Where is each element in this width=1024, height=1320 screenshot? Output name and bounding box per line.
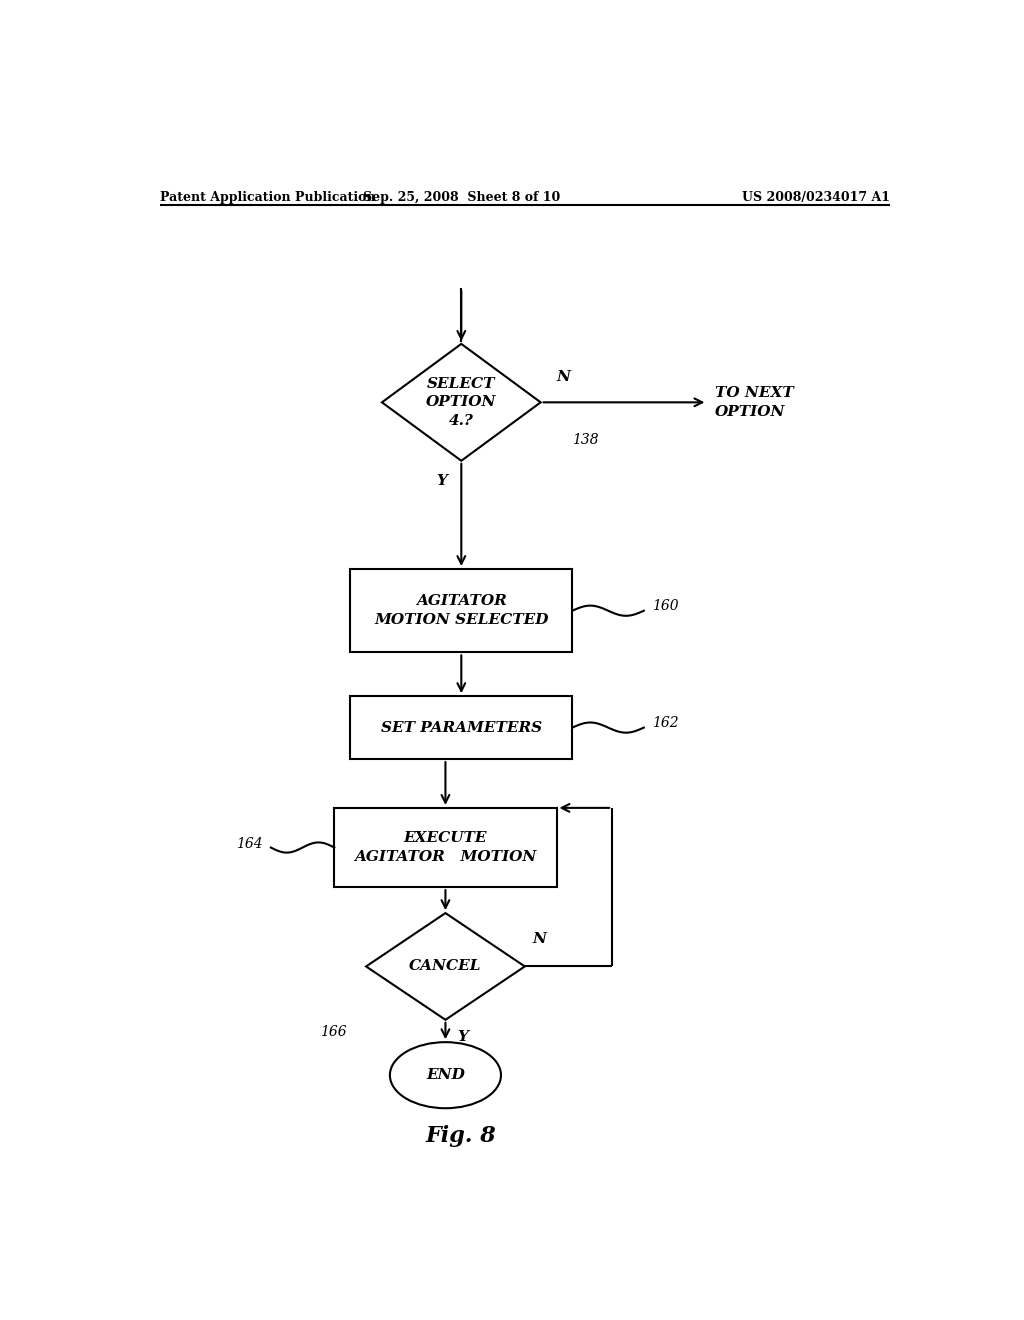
- Text: CANCEL: CANCEL: [410, 960, 481, 973]
- Text: N: N: [557, 370, 570, 384]
- Text: Y: Y: [458, 1030, 468, 1044]
- Text: Sep. 25, 2008  Sheet 8 of 10: Sep. 25, 2008 Sheet 8 of 10: [362, 190, 560, 203]
- Text: TO NEXT
OPTION: TO NEXT OPTION: [715, 387, 794, 418]
- Text: US 2008/0234017 A1: US 2008/0234017 A1: [741, 190, 890, 203]
- Text: END: END: [426, 1068, 465, 1082]
- Text: Patent Application Publication: Patent Application Publication: [160, 190, 375, 203]
- Text: 138: 138: [572, 433, 599, 447]
- Text: 160: 160: [652, 598, 679, 612]
- Text: AGITATOR
MOTION SELECTED: AGITATOR MOTION SELECTED: [374, 594, 549, 627]
- Text: Y: Y: [436, 474, 446, 488]
- Text: EXECUTE
AGITATOR   MOTION: EXECUTE AGITATOR MOTION: [354, 832, 537, 863]
- Bar: [350, 696, 572, 759]
- Text: SET PARAMETERS: SET PARAMETERS: [381, 721, 542, 735]
- Text: 164: 164: [237, 837, 263, 851]
- Bar: [350, 569, 572, 652]
- Text: 162: 162: [652, 715, 679, 730]
- Text: N: N: [532, 932, 547, 946]
- Text: Fig. 8: Fig. 8: [426, 1125, 497, 1147]
- Text: SELECT
OPTION
4.?: SELECT OPTION 4.?: [426, 378, 497, 428]
- Text: 166: 166: [319, 1024, 346, 1039]
- Bar: [334, 808, 557, 887]
